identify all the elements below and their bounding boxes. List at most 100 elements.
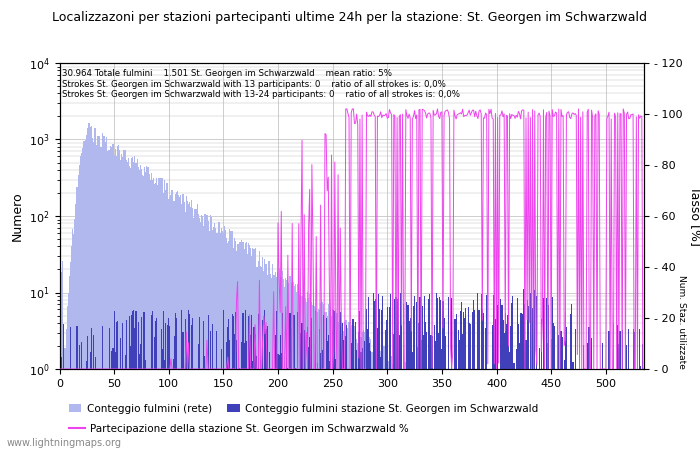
Bar: [213, 227, 214, 450]
Bar: [521, 369, 522, 450]
Bar: [463, 312, 464, 450]
Bar: [271, 278, 272, 450]
Bar: [589, 327, 590, 450]
Bar: [377, 328, 378, 450]
Bar: [458, 369, 460, 450]
Bar: [105, 142, 106, 450]
Bar: [378, 352, 379, 450]
Bar: [444, 369, 446, 450]
Bar: [538, 369, 540, 450]
Bar: [139, 170, 140, 450]
Bar: [210, 215, 211, 450]
Bar: [244, 249, 245, 450]
Bar: [185, 212, 186, 450]
Bar: [374, 299, 376, 450]
Bar: [399, 368, 400, 450]
Bar: [242, 242, 244, 450]
Bar: [628, 329, 629, 450]
Bar: [434, 369, 435, 450]
Bar: [62, 261, 63, 450]
Bar: [168, 318, 169, 450]
Bar: [357, 343, 358, 450]
Bar: [399, 335, 400, 450]
Bar: [248, 243, 249, 450]
Bar: [246, 243, 247, 450]
Bar: [237, 244, 238, 450]
Bar: [123, 150, 125, 450]
Bar: [298, 291, 300, 450]
Bar: [210, 331, 211, 450]
Bar: [160, 329, 162, 450]
Bar: [181, 310, 183, 450]
Bar: [430, 369, 431, 450]
Bar: [279, 277, 281, 450]
Bar: [368, 341, 369, 450]
Bar: [473, 300, 474, 450]
Bar: [480, 369, 481, 450]
Bar: [275, 272, 276, 450]
Bar: [636, 369, 637, 450]
Bar: [512, 369, 513, 450]
Bar: [517, 369, 518, 450]
Bar: [617, 369, 618, 450]
Bar: [90, 328, 92, 450]
Bar: [333, 323, 335, 450]
Bar: [637, 369, 638, 450]
Bar: [337, 322, 339, 450]
Bar: [424, 369, 425, 450]
Bar: [256, 266, 257, 450]
Bar: [626, 369, 627, 450]
Bar: [554, 369, 555, 450]
Bar: [581, 369, 582, 450]
Bar: [582, 369, 583, 450]
Bar: [195, 208, 197, 450]
Bar: [635, 369, 636, 450]
Bar: [573, 369, 575, 450]
Bar: [222, 231, 223, 450]
Bar: [295, 284, 296, 450]
Bar: [356, 350, 357, 450]
Bar: [531, 297, 532, 450]
Bar: [286, 280, 287, 450]
Bar: [228, 241, 230, 450]
Bar: [364, 341, 365, 450]
Bar: [567, 369, 568, 450]
Bar: [209, 230, 210, 450]
Bar: [441, 369, 442, 450]
Bar: [132, 158, 133, 450]
Bar: [435, 369, 436, 450]
Bar: [401, 310, 402, 450]
Bar: [472, 312, 473, 450]
Bar: [68, 293, 69, 450]
Bar: [61, 357, 62, 450]
Bar: [363, 330, 364, 450]
Bar: [557, 369, 558, 450]
Bar: [454, 320, 456, 450]
Bar: [130, 346, 131, 450]
Bar: [78, 345, 80, 450]
Bar: [342, 323, 343, 450]
Bar: [612, 369, 613, 450]
Bar: [143, 312, 144, 450]
Bar: [603, 369, 604, 450]
Bar: [417, 347, 419, 450]
Bar: [116, 157, 117, 450]
Bar: [273, 275, 274, 450]
Bar: [262, 257, 263, 450]
Bar: [269, 352, 270, 450]
Bar: [341, 323, 342, 450]
Bar: [541, 369, 542, 450]
Bar: [324, 312, 326, 450]
Y-axis label: Tasso [%]: Tasso [%]: [689, 186, 700, 246]
Bar: [516, 369, 517, 450]
Bar: [475, 369, 476, 450]
Bar: [552, 369, 553, 450]
Bar: [498, 369, 499, 450]
Bar: [533, 369, 534, 450]
Bar: [293, 315, 294, 450]
Bar: [613, 369, 614, 450]
Bar: [109, 149, 111, 450]
Bar: [524, 304, 526, 450]
Bar: [362, 347, 363, 450]
Bar: [204, 356, 205, 450]
